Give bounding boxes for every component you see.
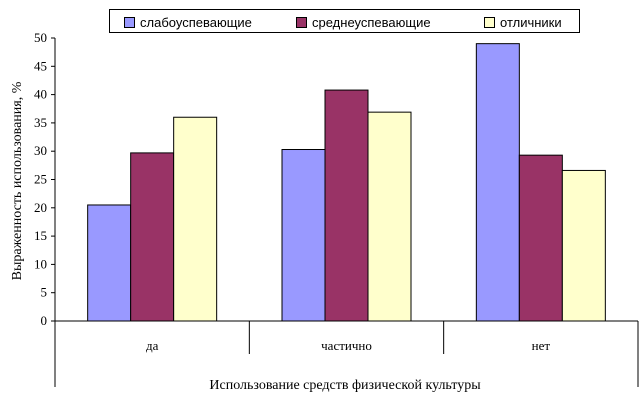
x-tick-label: нет — [532, 338, 551, 353]
bar — [561, 169, 606, 322]
y-axis: 0 5 10 15 20 25 30 35 40 45 50 — [34, 30, 56, 328]
legend-item-series-2: среднеуспевающие — [296, 14, 431, 30]
legend-swatch-series-2 — [296, 16, 307, 28]
bar — [87, 204, 132, 322]
bar — [281, 149, 326, 322]
y-tick-label: 10 — [34, 256, 47, 271]
x-tick-label: да — [146, 338, 159, 353]
legend-swatch-series-3 — [484, 16, 495, 28]
y-tick-label: 5 — [41, 285, 48, 300]
legend-item-series-1: слабоуспевающие — [124, 14, 252, 30]
bar — [324, 89, 369, 322]
y-tick-label: 15 — [34, 228, 47, 243]
x-axis: да частично нет — [54, 320, 639, 387]
legend-item-series-3: отличники — [484, 14, 562, 30]
y-tick-label: 40 — [34, 87, 47, 102]
legend-label-series-3: отличники — [500, 14, 562, 30]
legend-swatch-series-1 — [124, 16, 135, 28]
y-tick-label: 50 — [34, 30, 47, 45]
x-axis-title: Использование средств физической культур… — [209, 378, 481, 393]
y-tick-label: 25 — [34, 172, 47, 187]
legend-label-series-1: слабоуспевающие — [140, 14, 252, 30]
y-tick-label: 30 — [34, 143, 47, 158]
legend-label-series-2: среднеуспевающие — [312, 14, 431, 30]
bar — [367, 111, 412, 322]
legend: слабоуспевающие среднеуспевающие отлични… — [109, 9, 580, 33]
bar — [173, 116, 218, 322]
bar — [518, 154, 563, 322]
y-tick-label: 0 — [41, 313, 48, 328]
x-tick-label: частично — [321, 338, 372, 353]
bar — [130, 152, 175, 322]
y-tick-label: 45 — [34, 58, 47, 73]
y-tick-label: 20 — [34, 200, 47, 215]
y-tick-label: 35 — [34, 115, 47, 130]
bars — [87, 43, 606, 322]
bar — [475, 43, 520, 322]
y-axis-title: Выраженность использования, % — [10, 81, 25, 281]
